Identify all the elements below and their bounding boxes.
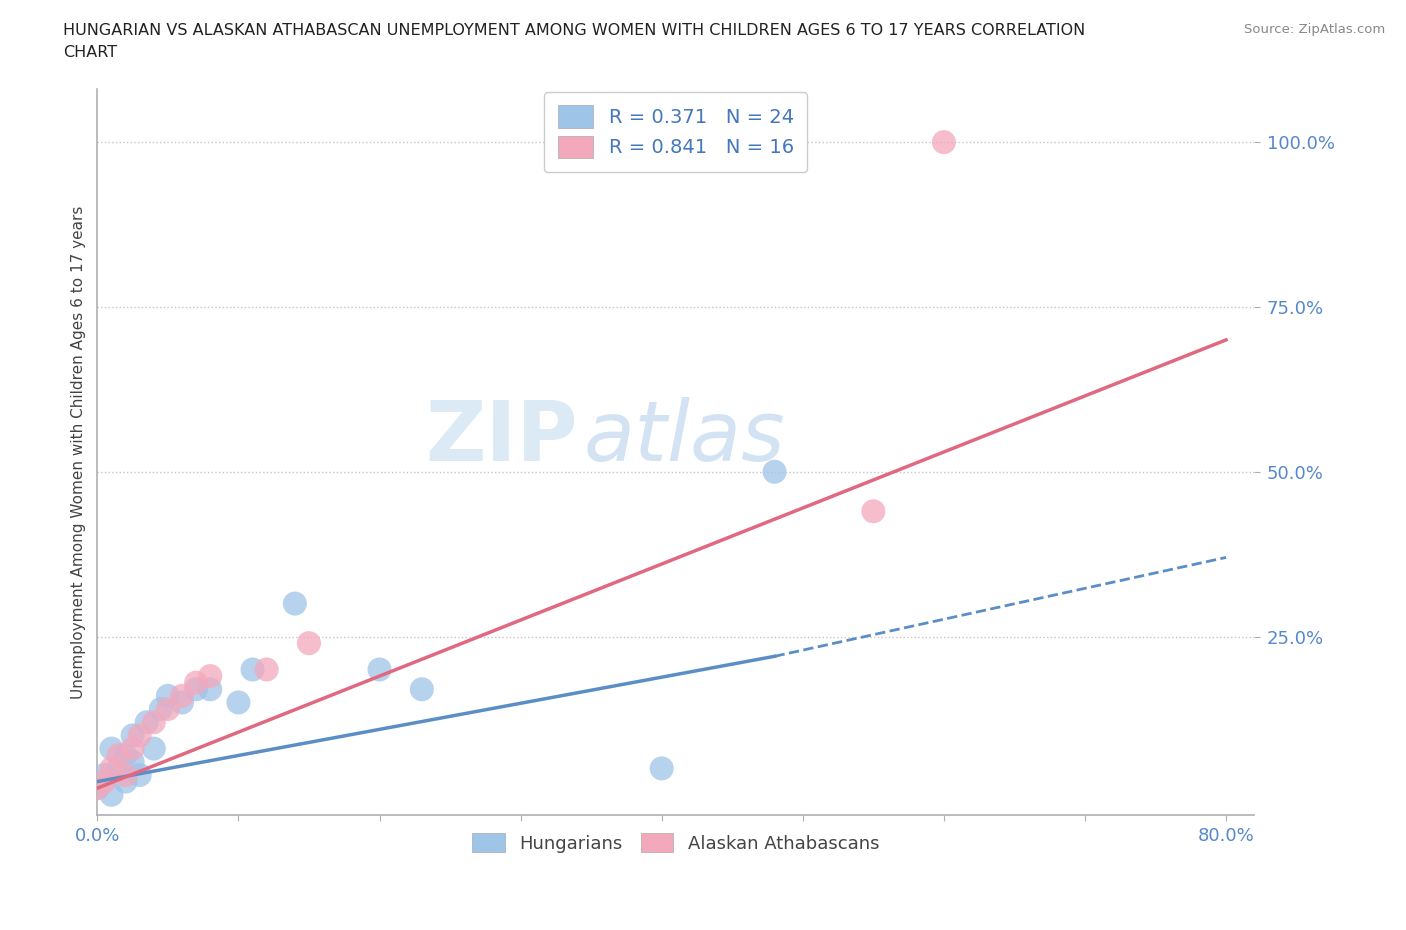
Point (114, 748, 136, 763)
Point (107, 761, 129, 776)
Point (142, 715, 165, 730)
Point (128, 728, 150, 743)
Text: ZIP: ZIP (425, 397, 578, 478)
Point (107, 748, 129, 763)
Point (100, 761, 122, 776)
Point (763, 464, 786, 479)
Point (86, 780, 108, 795)
Legend: Hungarians, Alaskan Athabascans: Hungarians, Alaskan Athabascans (465, 826, 886, 860)
Text: HUNGARIAN VS ALASKAN ATHABASCAN UNEMPLOYMENT AMONG WOMEN WITH CHILDREN AGES 6 TO: HUNGARIAN VS ALASKAN ATHABASCAN UNEMPLOY… (63, 23, 1085, 38)
Point (284, 596, 307, 611)
Point (411, 682, 433, 697)
Point (86, 780, 108, 795)
Point (121, 728, 143, 743)
Point (184, 682, 207, 697)
Point (862, 504, 884, 519)
Point (93, 767, 115, 782)
Point (242, 662, 264, 677)
Point (93, 774, 115, 789)
Point (156, 688, 179, 703)
Point (256, 662, 278, 677)
Point (184, 675, 207, 690)
Point (114, 774, 136, 789)
Point (651, 761, 673, 776)
Point (142, 741, 165, 756)
Text: atlas: atlas (583, 397, 785, 478)
Point (932, 135, 955, 150)
Text: CHART: CHART (63, 45, 117, 60)
Point (368, 662, 391, 677)
Point (156, 701, 179, 716)
Point (149, 701, 172, 716)
Point (114, 767, 136, 782)
Point (100, 741, 122, 756)
Point (200, 682, 222, 697)
Point (170, 688, 193, 703)
Point (128, 767, 150, 782)
Point (135, 715, 157, 730)
Point (200, 669, 222, 684)
Point (100, 788, 122, 803)
Point (170, 695, 193, 710)
Y-axis label: Unemployment Among Women with Children Ages 6 to 17 years: Unemployment Among Women with Children A… (72, 206, 86, 698)
Point (298, 636, 321, 651)
Point (121, 754, 143, 769)
Text: Source: ZipAtlas.com: Source: ZipAtlas.com (1244, 23, 1385, 36)
Point (228, 695, 250, 710)
Point (121, 741, 143, 756)
